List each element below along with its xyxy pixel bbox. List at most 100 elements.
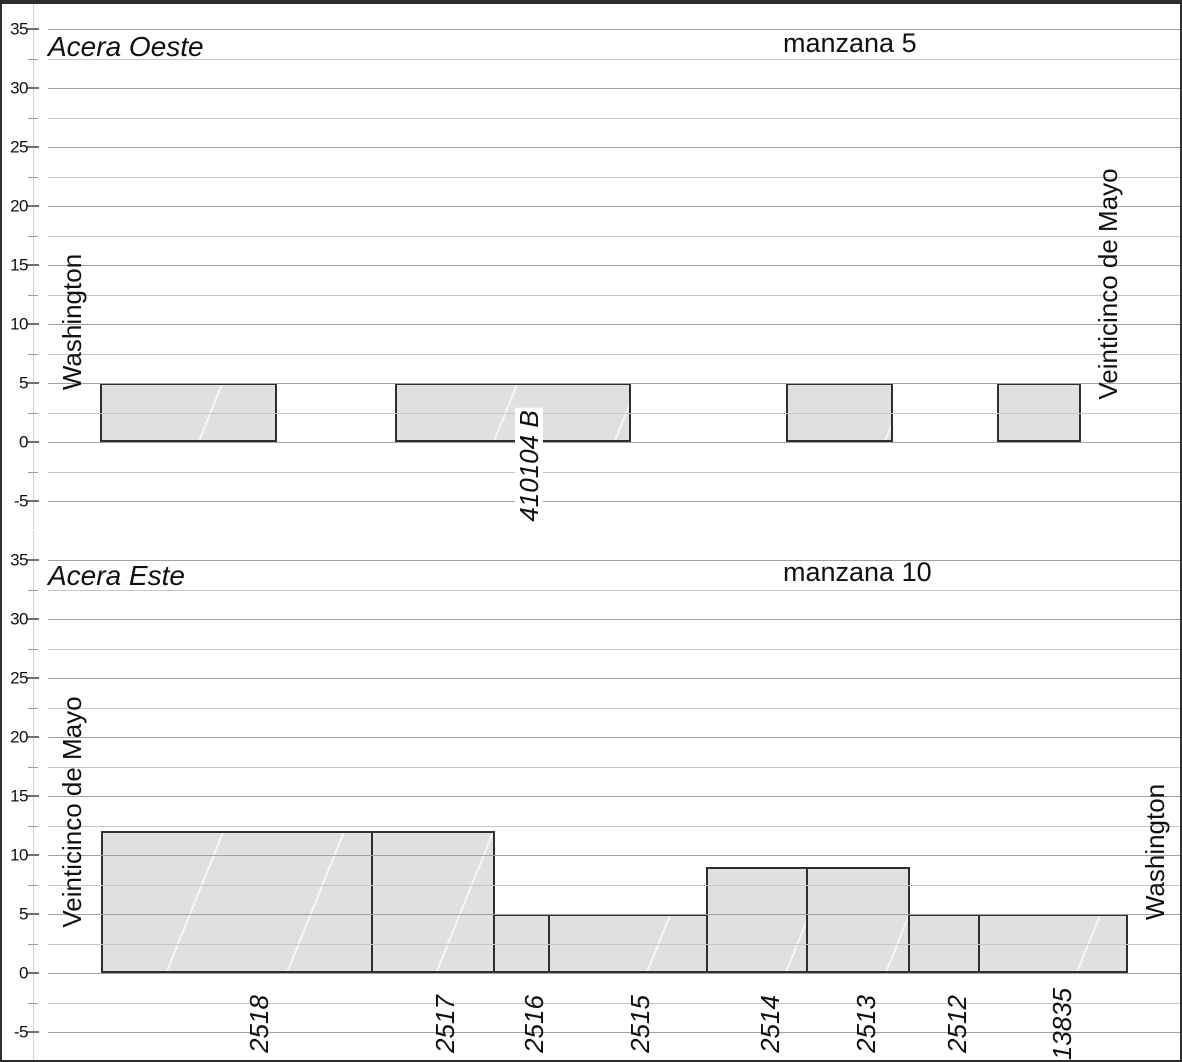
gridline-major	[48, 442, 1180, 443]
tick-mark-major	[27, 913, 39, 915]
bar	[997, 383, 1081, 442]
tick-mark-major	[27, 736, 39, 738]
street-label-left: Washington	[57, 253, 87, 391]
bar-label: 2518	[244, 995, 274, 1053]
y-tick-label: 25	[10, 668, 28, 688]
gridline-major	[48, 914, 1180, 915]
tick-mark-major	[27, 854, 39, 856]
bar	[100, 383, 277, 442]
gridline-minor	[48, 826, 1180, 827]
y-tick-label: -5	[13, 491, 29, 511]
tick-mark-major	[27, 441, 39, 443]
panel-acera-oeste: Acera Oeste manzana 5 Washington Veintic…	[2, 2, 1180, 529]
bar	[548, 914, 708, 973]
gridline-major	[48, 88, 1180, 89]
tick-mark-major	[27, 382, 39, 384]
gridline-major	[48, 383, 1180, 384]
tick-mark-major	[27, 1031, 39, 1033]
y-tick-label: 15	[10, 786, 28, 806]
gridline-major	[48, 29, 1180, 30]
gridline-minor	[48, 177, 1180, 178]
bar	[978, 914, 1128, 973]
y-tick-label: 5	[19, 373, 28, 393]
gridline-major	[48, 619, 1180, 620]
y-tick-label: 5	[19, 904, 28, 924]
bar	[101, 831, 373, 973]
panel-divider	[2, 2, 1180, 4]
y-tick-label: 30	[10, 78, 28, 98]
gridline-major	[48, 147, 1180, 148]
tick-mark-minor	[28, 295, 38, 296]
y-tick-label: 10	[10, 845, 28, 865]
bar-label: 2516	[519, 995, 549, 1053]
y-tick-label: 20	[10, 196, 28, 216]
tick-mark-minor	[28, 767, 38, 768]
bar	[395, 383, 631, 442]
bar	[371, 831, 495, 973]
y-tick-label: 0	[19, 963, 28, 983]
y-tick-label: 35	[10, 19, 28, 39]
y-tick-label: 35	[10, 550, 28, 570]
tick-mark-minor	[28, 236, 38, 237]
tick-mark-major	[27, 146, 39, 148]
tick-mark-major	[27, 205, 39, 207]
tick-mark-major	[27, 87, 39, 89]
tick-mark-major	[27, 795, 39, 797]
panel-title: Acera Este	[48, 560, 185, 591]
gridline-major	[48, 265, 1180, 266]
panel-acera-este: Acera Este manzana 10 Veinticinco de May…	[2, 531, 1180, 1060]
tick-mark-minor	[28, 413, 38, 414]
tick-mark-major	[27, 677, 39, 679]
y-tick-label: 10	[10, 314, 28, 334]
block-label: manzana 5	[783, 28, 917, 58]
tick-mark-major	[27, 500, 39, 502]
tick-mark-major	[27, 972, 39, 974]
gridline-minor	[48, 590, 1180, 591]
gridline-major	[48, 206, 1180, 207]
gridline-minor	[48, 295, 1180, 296]
gridline-minor	[48, 413, 1180, 414]
tick-mark-minor	[28, 826, 38, 827]
gridline-minor	[48, 767, 1180, 768]
tick-mark-minor	[28, 177, 38, 178]
block-label: manzana 10	[783, 557, 932, 587]
bar-label: 2513	[851, 995, 881, 1053]
tick-mark-minor	[28, 472, 38, 473]
gridline-major	[48, 737, 1180, 738]
tick-mark-minor	[28, 649, 38, 650]
tick-mark-minor	[28, 1003, 38, 1004]
tick-mark-minor	[28, 944, 38, 945]
tick-mark-major	[27, 618, 39, 620]
bar	[493, 914, 550, 973]
panel-title: Acera Oeste	[48, 31, 204, 62]
gridline-minor	[48, 236, 1180, 237]
bar-label: 2514	[755, 995, 785, 1053]
bar	[908, 914, 980, 973]
bar-label: 2512	[942, 995, 972, 1053]
y-tick-label: -5	[13, 1022, 29, 1042]
tick-mark-minor	[28, 590, 38, 591]
gridline-major	[48, 560, 1180, 561]
gridline-minor	[48, 944, 1180, 945]
y-tick-label: 30	[10, 609, 28, 629]
street-label-left: Veinticinco de Mayo	[57, 696, 87, 928]
gridline-major	[48, 973, 1180, 974]
tick-mark-minor	[28, 59, 38, 60]
gridline-minor	[48, 472, 1180, 473]
tick-mark-minor	[28, 118, 38, 119]
gridline-major	[48, 678, 1180, 679]
street-label-right: Washington	[1140, 783, 1170, 921]
tick-mark-minor	[28, 354, 38, 355]
gridline-major	[48, 501, 1180, 502]
gridline-major	[48, 855, 1180, 856]
tick-mark-major	[27, 264, 39, 266]
gridline-minor	[48, 649, 1180, 650]
gridline-minor	[48, 59, 1180, 60]
bar	[806, 866, 910, 973]
bar-label: 2515	[625, 995, 655, 1053]
tick-mark-minor	[28, 708, 38, 709]
bar-label: 410104 B	[514, 407, 544, 525]
tick-mark-minor	[28, 885, 38, 886]
bar-label: 13835	[1047, 987, 1077, 1060]
